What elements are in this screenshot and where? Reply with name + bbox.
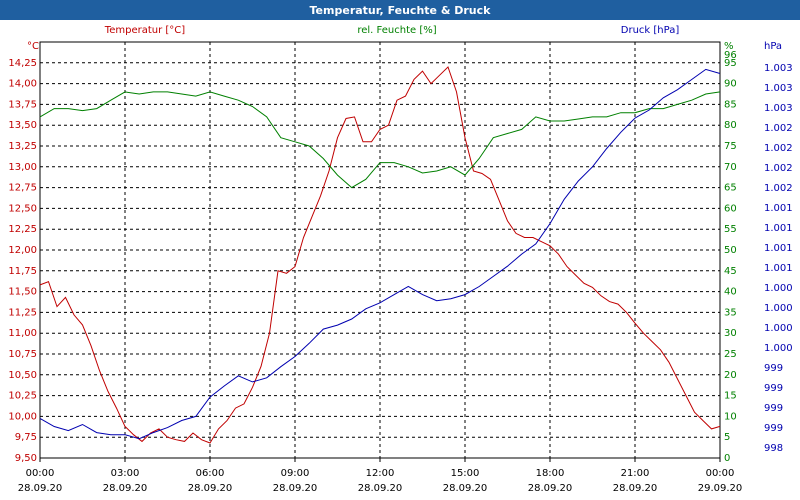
temperature-tick-label: 10,00 [8,411,37,422]
x-tick-date: 29.09.20 [698,483,743,494]
pressure-tick-label: 1.000 [764,323,793,334]
pressure-tick-label: 1.002 [764,163,793,174]
temperature-legend-label: Temperatur [°C] [104,25,185,36]
x-tick-label: 12:00 [366,468,395,479]
pressure-tick-label: 1.000 [764,303,793,314]
temperature-tick-label: 12,00 [8,245,37,256]
temperature-tick-label: 11,75 [8,266,37,277]
humidity-tick-label: 96 [724,50,737,61]
humidity-tick-label: 95 [724,58,737,69]
temperature-tick-label: 12,50 [8,203,37,214]
x-tick-date: 28.09.20 [18,483,63,494]
temperature-tick-label: 10,25 [8,391,37,402]
temperature-line [39,66,721,444]
temperature-tick-label: 10,50 [8,370,37,381]
humidity-legend-label: rel. Feuchte [%] [357,25,436,36]
pressure-tick-label: 1.000 [764,343,793,354]
pressure-tick-label: 1.003 [764,63,793,74]
pressure-tick-label: 1.001 [764,203,793,214]
pressure-tick-label: 1.001 [764,263,793,274]
humidity-tick-label: 5 [724,432,730,443]
humidity-tick-label: 60 [724,203,737,214]
humidity-tick-label: 40 [724,287,737,298]
temperature-tick-label: 13,75 [8,99,37,110]
x-tick-date: 28.09.20 [273,483,318,494]
pressure-tick-label: 999 [764,383,783,394]
pressure-tick-label: 1.002 [764,183,793,194]
pressure-tick-label: 1.003 [764,83,793,94]
pressure-tick-label: 1.002 [764,123,793,134]
x-tick-date: 28.09.20 [613,483,658,494]
temperature-tick-label: 13,50 [8,120,37,131]
humidity-tick-label: 90 [724,79,737,90]
temperature-tick-label: 12,25 [8,224,37,235]
temperature-tick-label: 9,75 [15,432,37,443]
pressure-tick-label: 1.003 [764,103,793,114]
humidity-axis-unit: % [724,41,734,52]
temperature-tick-label: 11,50 [8,287,37,298]
temperature-tick-label: 13,25 [8,141,37,152]
humidity-tick-label: 10 [724,411,737,422]
temperature-tick-label: 13,00 [8,162,37,173]
humidity-tick-label: 15 [724,391,737,402]
pressure-tick-label: 1.001 [764,223,793,234]
x-tick-label: 03:00 [111,468,140,479]
pressure-tick-label: 1.000 [764,283,793,294]
window-titlebar: Temperatur, Feuchte & Druck [0,0,800,20]
humidity-tick-label: 80 [724,120,737,131]
x-tick-label: 21:00 [621,468,650,479]
temperature-tick-label: 11,25 [8,307,37,318]
pressure-axis-unit: hPa [764,41,782,52]
x-tick-label: 15:00 [451,468,480,479]
pressure-tick-label: 1.002 [764,143,793,154]
temperature-tick-label: 14,25 [8,58,37,69]
temperature-tick-label: 11,00 [8,328,37,339]
humidity-tick-label: 65 [724,183,737,194]
x-tick-label: 00:00 [706,468,735,479]
x-tick-label: 00:00 [26,468,55,479]
humidity-tick-label: 85 [724,99,737,110]
pressure-tick-label: 1.001 [764,243,793,254]
humidity-tick-label: 45 [724,266,737,277]
humidity-tick-label: 75 [724,141,737,152]
x-tick-date: 28.09.20 [188,483,233,494]
pressure-tick-label: 999 [764,403,783,414]
humidity-tick-label: 30 [724,328,737,339]
x-tick-date: 28.09.20 [103,483,148,494]
humidity-tick-label: 35 [724,307,737,318]
temperature-tick-label: 10,75 [8,349,37,360]
temperature-axis-unit: °C [27,41,39,52]
x-tick-label: 06:00 [196,468,225,479]
x-tick-date: 28.09.20 [443,483,488,494]
window-title: Temperatur, Feuchte & Druck [309,3,491,17]
x-tick-date: 28.09.20 [528,483,573,494]
humidity-line [39,91,721,189]
pressure-line [39,68,721,440]
pressure-tick-label: 998 [764,443,783,454]
humidity-tick-label: 50 [724,245,737,256]
x-tick-date: 28.09.20 [358,483,403,494]
humidity-tick-label: 70 [724,162,737,173]
pressure-legend-label: Druck [hPa] [621,25,680,36]
humidity-tick-label: 55 [724,224,737,235]
humidity-tick-label: 25 [724,349,737,360]
temperature-tick-label: 14,00 [8,79,37,90]
temperature-tick-label: 9,50 [15,453,37,464]
pressure-tick-label: 999 [764,363,783,374]
humidity-tick-label: 20 [724,370,737,381]
pressure-tick-label: 999 [764,423,783,434]
humidity-tick-label: 0 [724,453,730,464]
x-tick-label: 18:00 [536,468,565,479]
x-tick-label: 09:00 [281,468,310,479]
temperature-tick-label: 12,75 [8,183,37,194]
